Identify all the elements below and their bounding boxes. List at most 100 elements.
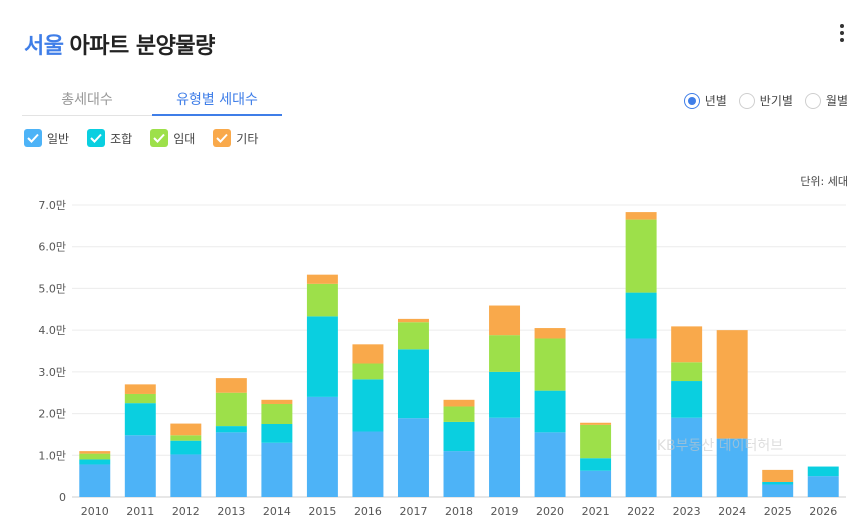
x-tick-label: 2025 <box>764 505 792 518</box>
bar-segment-2020-기타[interactable] <box>534 328 566 339</box>
bar-segment-2014-임대[interactable] <box>261 403 293 424</box>
bar-segment-2023-조합[interactable] <box>671 381 703 418</box>
bar-segment-2010-일반[interactable] <box>79 464 111 497</box>
bar-segment-2022-조합[interactable] <box>625 292 657 339</box>
tab-total-households[interactable]: 총세대수 <box>22 86 152 116</box>
radio-yearly[interactable]: 년별 <box>683 92 727 109</box>
bar-segment-2011-조합[interactable] <box>124 403 156 436</box>
bar-segment-2010-기타[interactable] <box>79 451 111 454</box>
bar-segment-2011-임대[interactable] <box>124 393 156 404</box>
bar-segment-2021-기타[interactable] <box>580 422 612 425</box>
bar-segment-2018-임대[interactable] <box>443 406 475 422</box>
bar-segment-2015-일반[interactable] <box>306 396 338 497</box>
bar-segment-2017-일반[interactable] <box>397 418 429 497</box>
radio-unselected-icon[interactable] <box>804 92 821 109</box>
bar-segment-2025-일반[interactable] <box>762 484 794 497</box>
bar-segment-2021-임대[interactable] <box>580 424 612 459</box>
y-tick-label: 5.0만 <box>38 282 66 295</box>
bar-segment-2022-임대[interactable] <box>625 219 657 293</box>
bar-segment-2014-기타[interactable] <box>261 399 293 404</box>
x-tick-label: 2010 <box>81 505 109 518</box>
bar-segment-2023-임대[interactable] <box>671 362 703 382</box>
watermark: KB부동산 데이터허브 <box>657 438 783 454</box>
bar-segment-2015-기타[interactable] <box>306 274 338 284</box>
more-menu-icon[interactable] <box>832 22 852 44</box>
bar-segment-2015-조합[interactable] <box>306 316 338 397</box>
bar-segment-2021-일반[interactable] <box>580 470 612 497</box>
bar-segment-2010-임대[interactable] <box>79 453 111 460</box>
bar-segment-2015-임대[interactable] <box>306 283 338 317</box>
bar-segment-2012-임대[interactable] <box>170 435 202 441</box>
bar-segment-2019-임대[interactable] <box>489 335 521 372</box>
bar-segment-2024-기타[interactable] <box>716 330 748 439</box>
bar-segment-2016-조합[interactable] <box>352 379 384 432</box>
x-tick-label: 2020 <box>536 505 564 518</box>
legend-label: 임대 <box>173 131 196 146</box>
bar-segment-2016-일반[interactable] <box>352 431 384 497</box>
radio-monthly[interactable]: 월별 <box>804 92 848 109</box>
bar-segment-2012-기타[interactable] <box>170 423 202 436</box>
checkbox-checked-icon[interactable] <box>24 129 42 147</box>
bar-segment-2012-일반[interactable] <box>170 454 202 497</box>
bar-segment-2012-조합[interactable] <box>170 440 202 455</box>
checkbox-checked-icon[interactable] <box>213 129 232 147</box>
bar-segment-2018-일반[interactable] <box>443 451 475 497</box>
bar-segment-2023-기타[interactable] <box>671 326 703 363</box>
bar-segment-2023-일반[interactable] <box>671 417 703 497</box>
bar-segment-2013-기타[interactable] <box>215 378 247 393</box>
unit-label: 단위: 세대 <box>800 175 848 188</box>
x-tick-label: 2013 <box>217 505 245 518</box>
bar-segment-2010-조합[interactable] <box>79 459 111 465</box>
legend-label: 조합 <box>110 131 133 146</box>
bar-segment-2022-기타[interactable] <box>625 212 657 220</box>
radio-selected-icon[interactable] <box>683 92 700 109</box>
bar-segment-2017-조합[interactable] <box>397 349 429 419</box>
bar-segment-2014-조합[interactable] <box>261 424 293 443</box>
x-tick-label: 2022 <box>627 505 655 518</box>
radio-half-yearly[interactable]: 반기별 <box>738 92 793 109</box>
region-label[interactable]: 서울 <box>24 34 64 59</box>
y-tick-label: 0 <box>59 491 66 504</box>
bar-segment-2013-일반[interactable] <box>215 432 247 497</box>
page-title: 서울 아파트 분양물량 <box>24 28 215 60</box>
bar-segment-2026-조합[interactable] <box>807 466 839 477</box>
bar-segment-2020-일반[interactable] <box>534 432 566 497</box>
period-radio-group: 년별 반기별 월별 <box>683 92 848 109</box>
bar-segment-2022-일반[interactable] <box>625 338 657 497</box>
legend-item-general[interactable]: 일반 <box>24 129 69 147</box>
y-tick-label: 6.0만 <box>38 241 66 254</box>
bar-segment-2019-조합[interactable] <box>489 371 521 418</box>
bar-segment-2017-기타[interactable] <box>397 318 429 323</box>
legend-label: 일반 <box>47 131 70 146</box>
bar-segment-2026-일반[interactable] <box>807 476 839 497</box>
bar-segment-2019-일반[interactable] <box>489 417 521 497</box>
bar-segment-2025-조합[interactable] <box>762 481 794 485</box>
bar-segment-2014-일반[interactable] <box>261 442 293 497</box>
checkbox-checked-icon[interactable] <box>87 129 106 147</box>
bar-segment-2016-임대[interactable] <box>352 363 384 380</box>
bar-segment-2013-조합[interactable] <box>215 426 247 433</box>
chart-legend: 일반 조합 임대 기타 <box>24 129 258 147</box>
bar-segment-2018-기타[interactable] <box>443 399 475 407</box>
bar-segment-2018-조합[interactable] <box>443 421 475 452</box>
bar-segment-2020-조합[interactable] <box>534 390 566 433</box>
x-tick-label: 2016 <box>354 505 382 518</box>
legend-item-union[interactable]: 조합 <box>87 129 132 147</box>
y-tick-label: 4.0만 <box>38 324 66 337</box>
tab-households-by-type[interactable]: 유형별 세대수 <box>152 86 282 116</box>
legend-item-other[interactable]: 기타 <box>213 129 258 147</box>
bar-segment-2021-조합[interactable] <box>580 458 612 471</box>
bar-segment-2019-기타[interactable] <box>489 305 521 336</box>
radio-monthly-label: 월별 <box>825 94 848 108</box>
bar-segment-2011-기타[interactable] <box>124 384 156 394</box>
bar-segment-2017-임대[interactable] <box>397 322 429 350</box>
bar-segment-2011-일반[interactable] <box>124 435 156 497</box>
legend-item-rental[interactable]: 임대 <box>150 129 195 147</box>
radio-unselected-icon[interactable] <box>738 92 755 109</box>
bar-segment-2020-임대[interactable] <box>534 338 566 391</box>
checkbox-checked-icon[interactable] <box>150 129 169 147</box>
bar-segment-2024-일반[interactable] <box>716 438 748 497</box>
bar-segment-2016-기타[interactable] <box>352 344 384 364</box>
bar-segment-2013-임대[interactable] <box>215 392 247 427</box>
bar-segment-2025-기타[interactable] <box>762 469 794 482</box>
